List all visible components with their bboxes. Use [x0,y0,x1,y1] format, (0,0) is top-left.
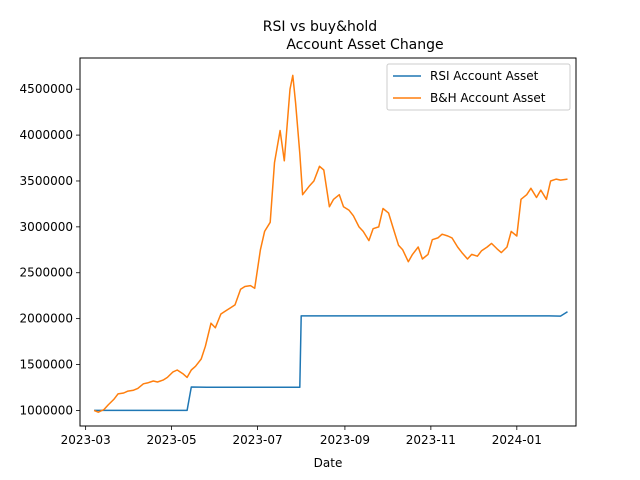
y-tick-label: 1500000 [20,358,73,372]
y-tick-label: 3000000 [20,220,73,234]
y-tick-label: 4500000 [20,82,73,96]
x-tick-label: 2023-09 [320,433,370,447]
y-tick-label: 3500000 [20,174,73,188]
x-tick-label: 2023-03 [61,433,111,447]
legend-label: RSI Account Asset [430,69,539,83]
chart-title: RSI vs buy&hold [263,19,377,35]
x-axis-label: Date [314,456,343,470]
y-tick-label: 1000000 [20,403,73,417]
x-tick-label: 2023-05 [147,433,197,447]
series-line-rsi [94,311,568,412]
ticks-layer: 2023-03 2023-05 2023-07 2023-09 2023-11 2024-… [20,82,542,447]
x-tick-label: 2023-07 [232,433,282,447]
x-tick-label: 2024-01 [492,433,542,447]
plot-frame [79,57,577,427]
legend-box [386,63,571,111]
y-tick-label: 4000000 [20,128,73,142]
series-line-buy-hold [93,74,568,413]
series-layer [93,74,568,413]
legend: RSI Account Asset B&H Account Asset [386,63,571,111]
y-tick-label: 2000000 [20,312,73,326]
x-tick-label: 2023-11 [406,433,456,447]
y-tick-label: 2500000 [20,266,73,280]
legend-label: B&H Account Asset [430,91,546,105]
chart-subtitle: Account Asset Change [286,37,443,53]
